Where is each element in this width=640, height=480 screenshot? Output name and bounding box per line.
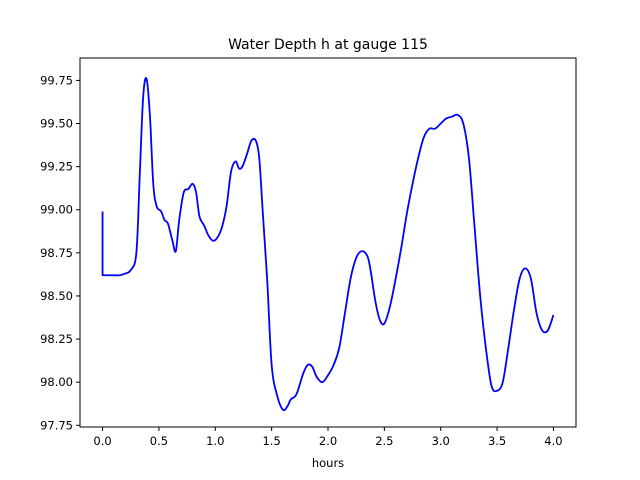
y-tick-label: 98.25 [40,332,73,346]
x-tick-label: 1.0 [206,434,224,448]
y-tick-label: 97.75 [40,418,73,432]
x-axis-label: hours [312,456,344,470]
x-tick-label: 3.0 [432,434,450,448]
y-tick-label: 99.75 [40,73,73,87]
x-tick-label: 0.5 [150,434,168,448]
y-tick-label: 98.75 [40,246,73,260]
x-axis: 0.0 0.5 1.0 1.5 2.0 2.5 3.0 3.5 4.0 [93,427,563,448]
x-tick-label: 0.0 [93,434,111,448]
x-tick-label: 4.0 [544,434,562,448]
y-axis: 97.75 98.00 98.25 98.50 98.75 99.00 99.25 99.50… [40,73,80,432]
y-tick-label: 98.00 [40,375,73,389]
x-tick-label: 2.0 [319,434,337,448]
water-depth-line [101,77,555,412]
chart-title: Water Depth h at gauge 115 [228,37,428,53]
x-tick-label: 1.5 [262,434,280,448]
x-tick-label: 2.5 [375,434,393,448]
plot-frame [79,57,577,428]
x-tick-label: 3.5 [488,434,506,448]
y-tick-label: 99.00 [40,203,73,217]
y-tick-label: 99.25 [40,160,73,174]
y-tick-label: 99.50 [40,117,73,131]
y-tick-label: 98.50 [40,289,73,303]
